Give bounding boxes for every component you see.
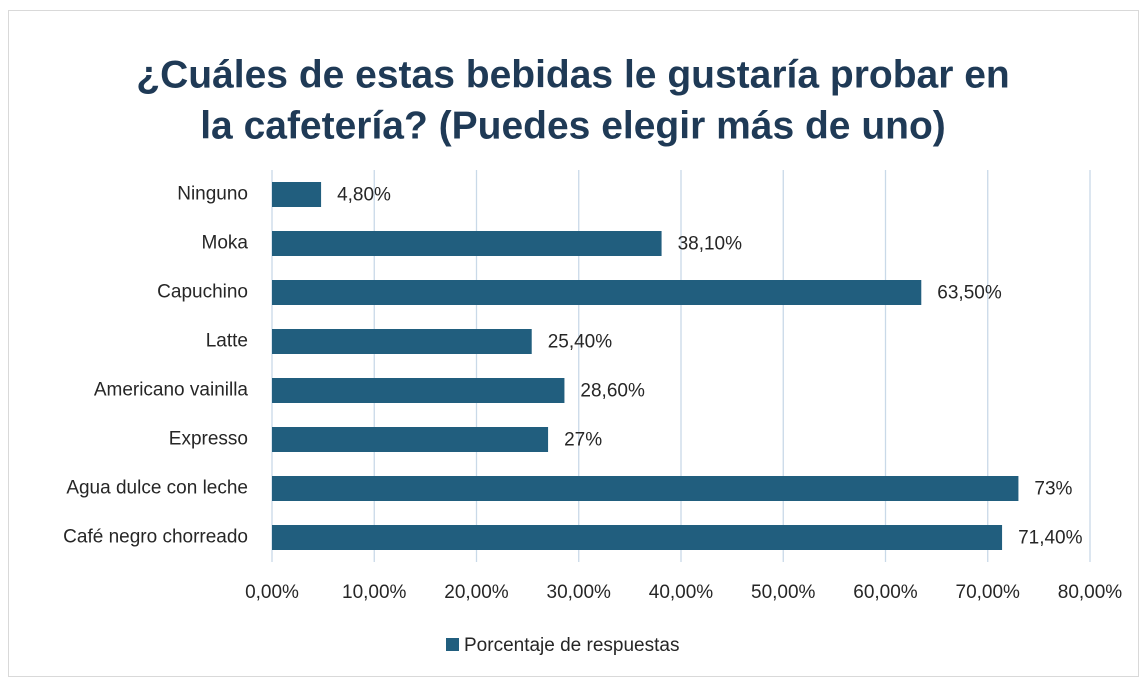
value-label: 38,10% [678,234,743,255]
y-tick-label: Ninguno [177,184,248,205]
value-label: 4,80% [337,185,391,206]
legend-swatch [446,638,459,651]
x-tick-label: 40,00% [649,582,714,603]
bar [272,427,549,452]
x-tick-label: 30,00% [547,582,612,603]
x-tick-label: 80,00% [1058,582,1123,603]
x-tick-label: 10,00% [342,582,407,603]
y-tick-label: Moka [202,233,249,254]
value-label: 73% [1034,479,1072,500]
value-label: 63,50% [937,283,1002,304]
value-label: 71,40% [1018,528,1083,549]
bar [272,280,922,305]
x-tick-label: 70,00% [956,582,1021,603]
chart-title: la cafetería? (Puedes elegir más de uno) [200,104,946,147]
bar [272,329,532,354]
y-tick-label: Latte [206,331,248,352]
x-tick-label: 20,00% [444,582,509,603]
bar [272,476,1019,501]
y-tick-label: Agua dulce con leche [66,478,248,499]
chart-border [8,10,1139,677]
y-tick-label: Café negro chorreado [63,527,248,548]
bar [272,231,662,256]
x-tick-label: 60,00% [853,582,918,603]
chart-title: ¿Cuáles de estas bebidas le gustaría pro… [136,53,1009,96]
bar [272,182,322,207]
value-label: 28,60% [580,381,645,402]
value-label: 27% [564,430,602,451]
x-tick-label: 0,00% [245,582,299,603]
value-label: 25,40% [548,332,613,353]
y-tick-label: Capuchino [157,282,248,303]
x-tick-label: 50,00% [751,582,816,603]
bar [272,378,565,403]
bar [272,525,1003,550]
y-tick-label: Expresso [169,429,248,450]
legend-label: Porcentaje de respuestas [464,635,679,656]
y-tick-label: Americano vainilla [94,380,249,401]
